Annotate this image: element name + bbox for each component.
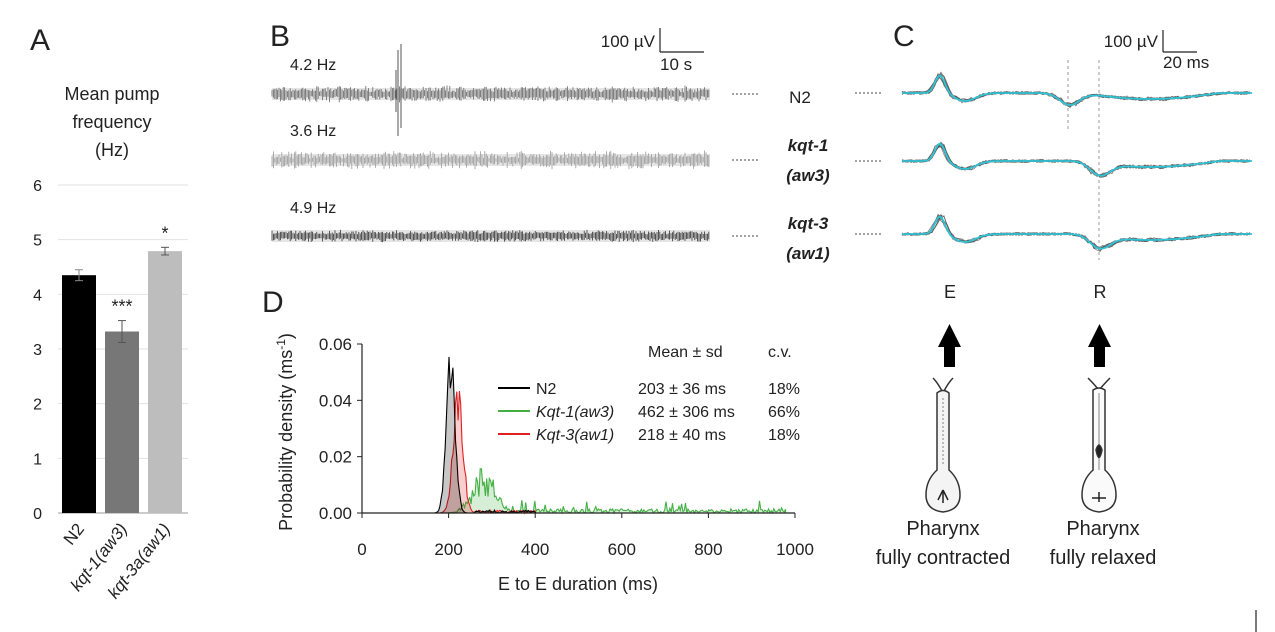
c-mean-waveform (902, 142, 1252, 177)
arrow-up-icon (1088, 324, 1111, 367)
b-genotype-label: N2 (789, 88, 811, 107)
c-waveform-sweep (901, 141, 1251, 177)
d-x-tick-label: 200 (434, 540, 462, 559)
d-legend-label: Kqt-1(aw3) (536, 404, 614, 421)
bar-chart-title-line-1: Mean pump (64, 84, 159, 104)
b-genotype-label: (aw3) (786, 166, 830, 185)
pharynx-contracted-illustration (925, 377, 961, 513)
panel-label-c: C (893, 20, 915, 53)
a-y-tick-label: 0 (33, 506, 42, 523)
d-x-tick-label: 1000 (776, 540, 814, 559)
c-waveform-sweep (901, 141, 1251, 178)
a-bar (62, 275, 96, 513)
c-waveform-sweep (901, 214, 1251, 250)
b-scalebar-amplitude: 100 µV (601, 32, 656, 51)
caption-contracted-line-1: Pharynx (906, 518, 979, 540)
d-stat-value: 203 ± 36 ms (638, 381, 726, 398)
panel-label-b: B (270, 20, 290, 53)
b-rate-label: 4.2 Hz (290, 57, 336, 74)
d-x-axis-label: E to E duration (ms) (498, 574, 658, 594)
caption-relaxed-line-1: Pharynx (1066, 518, 1139, 540)
a-y-tick-label: 5 (33, 233, 42, 250)
c-waveform-sweep (901, 75, 1251, 107)
stats-header-mean: Mean ± sd (648, 344, 723, 361)
a-category-label: N2 (60, 520, 88, 549)
c-mean-waveform (902, 215, 1252, 250)
b-rate-label: 4.9 Hz (290, 200, 336, 217)
b-scalebar-time: 10 s (660, 55, 692, 74)
c-waveform-sweep (901, 214, 1251, 250)
voltage-traces: 4.2 Hz N2 3.6 Hz kqt-1 (aw3) 4.9 Hz kqt-3 (aw1)… (271, 28, 830, 263)
bar-chart-title-line-2: frequency (72, 112, 151, 132)
panel-label-a: A (30, 24, 50, 57)
a-significance-label: *** (111, 297, 132, 317)
d-y-tick-label: 0.06 (319, 335, 352, 354)
b-trace (271, 85, 710, 103)
b-trace (271, 229, 710, 243)
c-waveform-sweep (901, 76, 1251, 107)
c-waveform-sweep (901, 143, 1251, 178)
c-marker-r: R (1094, 282, 1107, 302)
panel-label-d: D (262, 286, 284, 319)
stats-header-cv: c.v. (768, 344, 792, 361)
d-y-tick-label: 0.02 (319, 448, 352, 467)
c-waveform-sweep (901, 213, 1251, 250)
b-trace (271, 150, 710, 170)
b-trace-spike (395, 44, 402, 136)
d-cv-value: 18% (768, 381, 800, 398)
a-y-tick-label: 2 (33, 397, 42, 414)
d-series-curve (426, 468, 787, 516)
a-bar (105, 331, 139, 513)
b-genotype-label: kqt-1 (788, 136, 829, 155)
b-genotype-label: (aw1) (786, 244, 830, 263)
c-waveform-sweep (901, 71, 1251, 106)
a-y-tick-label: 1 (33, 451, 42, 468)
pharynx-relaxed-illustration (1081, 377, 1117, 513)
d-cv-value: 66% (768, 404, 800, 421)
a-y-tick-label: 4 (33, 287, 42, 304)
d-legend-label: N2 (536, 381, 557, 398)
d-legend-label: Kqt-3(aw1) (536, 427, 614, 444)
c-mean-waveform (902, 74, 1252, 106)
caption-contracted-line-2: fully contracted (876, 547, 1011, 569)
c-waveform-sweep (901, 214, 1251, 249)
averaged-waveforms: 100 µV 20 ms E R Pharynx fully (855, 30, 1252, 569)
a-y-tick-label: 6 (33, 178, 42, 195)
arrow-up-icon (938, 324, 961, 367)
d-cv-value: 18% (768, 427, 800, 444)
duration-histogram: 0 200 400 600 800 1000 0.00 0.02 0.04 0.06 E to E… (274, 333, 814, 594)
b-rate-label: 3.6 Hz (290, 123, 336, 140)
c-marker-e: E (944, 282, 956, 302)
c-scalebar-amplitude: 100 µV (1104, 32, 1159, 51)
d-stat-value: 462 ± 306 ms (638, 404, 735, 421)
b-genotype-label: kqt-3 (788, 214, 829, 233)
caption-relaxed-line-2: fully relaxed (1050, 547, 1157, 569)
d-x-tick-label: 400 (521, 540, 549, 559)
a-significance-label: * (161, 223, 168, 243)
d-y-tick-label: 0.04 (319, 391, 352, 410)
d-y-tick-label: 0.00 (319, 504, 352, 523)
d-y-axis-label: Probability density (ms-1) (274, 333, 296, 531)
d-stat-value: 218 ± 40 ms (638, 427, 726, 444)
d-x-tick-label: 800 (694, 540, 722, 559)
d-x-tick-label: 600 (608, 540, 636, 559)
c-scalebar-time: 20 ms (1163, 53, 1209, 72)
a-y-tick-label: 3 (33, 342, 42, 359)
d-x-tick-label: 0 (357, 540, 366, 559)
bar-chart-title-line-3: (Hz) (95, 140, 129, 160)
c-waveform-sweep (901, 216, 1251, 249)
c-waveform-sweep (901, 214, 1251, 251)
a-bar (148, 251, 182, 513)
